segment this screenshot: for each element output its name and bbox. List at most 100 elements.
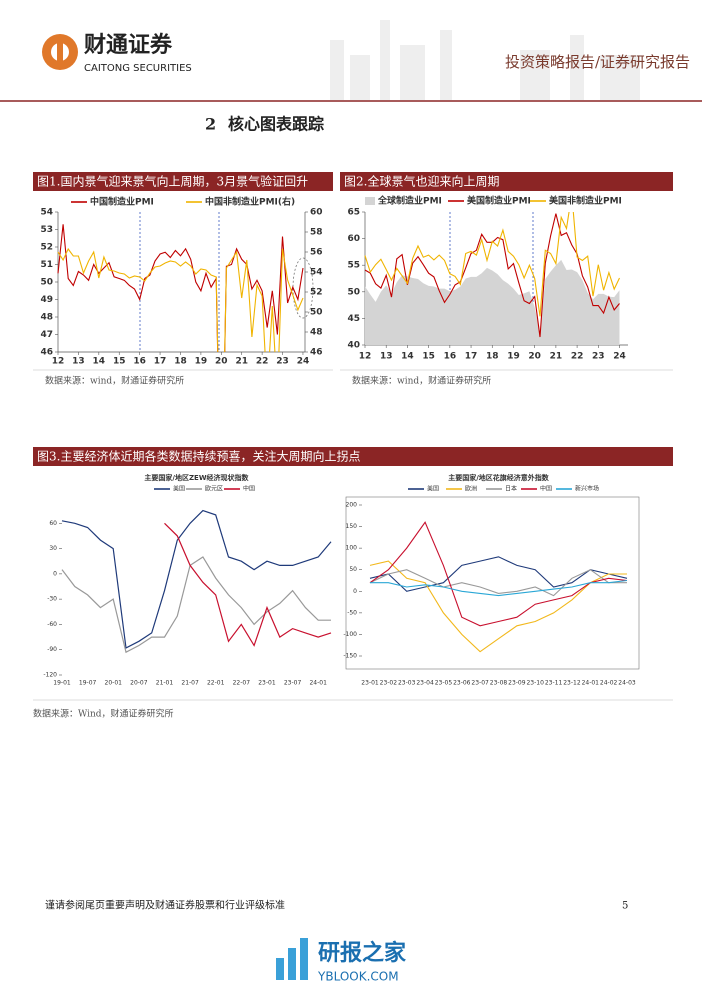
x-tick-label: 20 (528, 352, 541, 362)
y-tick-label: 30 (49, 545, 57, 552)
y-tick-label: 48 (40, 313, 53, 323)
legend-label: 日本 (505, 485, 517, 493)
legend-label: 全球制造业PMI (377, 195, 442, 207)
figure-caption: 图2.全球景气也迎来向上周期 (344, 174, 499, 189)
line (369, 569, 627, 597)
x-tick-label: 24-02 (600, 680, 618, 687)
x-tick-label: 21-07 (181, 680, 199, 687)
logo-en: CAITONG SECURITIES (84, 63, 192, 74)
y-tick-label: 0 (353, 588, 357, 595)
line (164, 522, 332, 647)
x-tick-label: 14 (93, 357, 106, 367)
y-tick-label: 40 (347, 341, 360, 351)
line (369, 521, 628, 627)
y2-tick-label: 50 (310, 308, 323, 318)
chart-title: 主要国家/地区ZEW经济现状指数 (144, 473, 249, 482)
x-tick-label: 24 (613, 352, 626, 362)
x-tick-label: 23 (592, 352, 605, 362)
x-tick-label: 23 (276, 357, 289, 367)
y2-tick-label: 56 (310, 248, 323, 258)
y-tick-label: 54 (40, 208, 53, 218)
y2-tick-label: 58 (310, 228, 323, 238)
x-tick-label: 22 (571, 352, 584, 362)
annotations (139, 212, 534, 352)
y-tick-label: 60 (347, 234, 360, 244)
x-tick-label: 23-10 (526, 680, 544, 687)
x-tick-label: 18 (486, 352, 499, 362)
legend-label: 中国制造业PMI (90, 196, 154, 208)
skyline (330, 20, 640, 100)
x-tick-label: 21-01 (156, 680, 174, 687)
y-tick-label: -100 (343, 631, 357, 638)
watermark: YBLOOK.COM (317, 970, 399, 984)
x-tick-label: 23-07 (471, 680, 489, 687)
y-tick-label: 65 (347, 208, 360, 218)
x-tick-label: 23-08 (490, 680, 508, 687)
y-tick-label: -30 (47, 596, 57, 603)
section-number: 2 (205, 115, 216, 134)
y-tick-label: 45 (347, 314, 360, 324)
x-tick-label: 23-05 (435, 680, 453, 687)
y-tick-label: 52 (40, 243, 53, 253)
chart-title: 主要国家/地区花旗经济意外指数 (448, 473, 550, 482)
y-tick-label: 0 (53, 570, 57, 577)
section-title: 核心图表跟踪 (228, 115, 324, 134)
x-tick-label: 18 (174, 357, 187, 367)
page-number: 5 (622, 901, 628, 912)
y2-tick-label: 54 (310, 268, 323, 278)
x-tick-label: 24-03 (618, 680, 636, 687)
y-tick-label: 150 (346, 523, 358, 530)
line (57, 247, 304, 352)
x-tick-label: 22-01 (207, 680, 225, 687)
x-tick-label: 16 (444, 352, 457, 362)
legend-label: 中国非制造业PMI(右) (205, 196, 295, 208)
x-tick-label: 17 (465, 352, 478, 362)
x-tick-label: 23-02 (380, 680, 398, 687)
x-tick-label: 17 (154, 357, 167, 367)
y-tick-label: 46 (40, 348, 53, 358)
x-tick-label: 23-12 (563, 680, 581, 687)
y-tick-label: 49 (40, 295, 53, 305)
x-tick-label: 13 (380, 352, 393, 362)
x-tick-label: 19 (195, 357, 208, 367)
report-type: 投资策略报告/证券研究报告 (505, 53, 690, 71)
x-tick-label: 21 (550, 352, 563, 362)
area (365, 259, 620, 345)
y-tick-label: 50 (349, 566, 357, 573)
caption-bar (340, 172, 673, 191)
figure-source: 数据来源：Wind，财通证券研究所 (33, 708, 174, 720)
figure-caption: 图1.国内景气迎来景气向上周期，3月景气验证回升 (37, 174, 308, 189)
watermark-icon (276, 938, 308, 980)
caption-bar (33, 447, 673, 466)
legend-label: 欧洲 (465, 485, 477, 493)
x-tick-label: 23-07 (284, 680, 302, 687)
y-tick-label: 60 (49, 520, 57, 527)
y-tick-label: 50 (347, 287, 360, 297)
figure-caption: 图3.主要经济体近期各类数据持续预喜，关注大周期向上拐点 (37, 449, 360, 464)
x-tick-label: 15 (422, 352, 435, 362)
x-tick-label: 15 (113, 357, 126, 367)
footer-disclaimer: 谨请参阅尾页重要声明及财通证券股票和行业评级标准 (45, 899, 285, 912)
line (369, 556, 628, 592)
line (61, 556, 331, 654)
x-tick-label: 22 (256, 357, 269, 367)
watermark: 研报之家 (318, 940, 407, 966)
x-tick-label: 14 (401, 352, 414, 362)
y-tick-label: -120 (43, 672, 57, 679)
x-tick-label: 23-04 (416, 680, 434, 687)
y-tick-label: -90 (47, 646, 57, 653)
figure-source: 数据来源：wind，财通证券研究所 (45, 375, 184, 387)
logo (42, 34, 78, 70)
y-tick-label: -150 (343, 653, 357, 660)
logo-cn: 财通证券 (84, 32, 173, 58)
figure-source: 数据来源：wind，财通证券研究所 (352, 375, 491, 387)
x-tick-label: 19 (507, 352, 520, 362)
y-tick-label: 100 (346, 545, 358, 552)
y-tick-label: -50 (347, 609, 357, 616)
line (364, 212, 620, 317)
y-tick-label: -60 (47, 621, 57, 628)
line (61, 509, 332, 649)
legend-label: 欧元区 (205, 485, 223, 493)
x-tick-label: 12 (52, 357, 65, 367)
